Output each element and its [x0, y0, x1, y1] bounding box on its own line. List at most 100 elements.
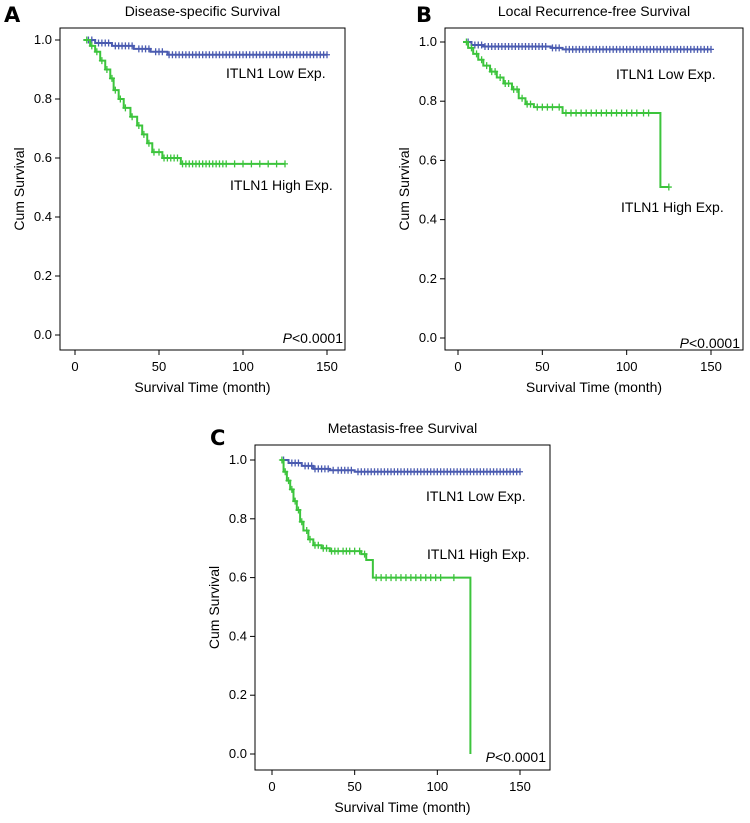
y-tick-label: 0.8 [34, 91, 52, 106]
y-tick-label: 0.6 [419, 152, 437, 167]
x-axis-label: Survival Time (month) [526, 379, 662, 395]
censor-mark [348, 466, 355, 474]
censor-mark [534, 103, 541, 111]
survival-curve [83, 39, 285, 165]
x-tick-label: 0 [71, 359, 78, 374]
censor-mark [640, 109, 647, 117]
survival-curve [280, 459, 520, 473]
censor-mark [618, 109, 625, 117]
censor-mark [645, 109, 652, 117]
curve-label: ITLN1 High Exp. [427, 546, 530, 562]
x-axis-label: Survival Time (month) [334, 799, 470, 815]
censor-mark [240, 160, 246, 168]
p-value-number: <0.0001 [689, 335, 740, 351]
x-tick-label: 50 [535, 359, 549, 374]
censor-mark [356, 547, 363, 555]
series-low-exp [83, 36, 330, 59]
curve-label: ITLN1 Low Exp. [226, 65, 326, 81]
censor-mark [117, 95, 124, 103]
censor-mark [478, 41, 485, 49]
p-value-letter: P [486, 749, 496, 765]
panel-b: B Local Recurrence-free Survival 0 50 100 150… [396, 3, 744, 395]
panel-letter: B [416, 3, 432, 27]
censor-mark [98, 57, 105, 65]
x-tick-label: 100 [426, 779, 448, 794]
censor-mark [527, 100, 534, 108]
censor-mark [273, 160, 280, 168]
censor-mark [231, 160, 238, 168]
censor-mark [542, 42, 549, 50]
censor-mark [140, 130, 147, 138]
y-tick-label: 0.6 [229, 570, 247, 585]
censor-mark [556, 103, 563, 111]
censor-mark [135, 122, 142, 130]
censor-mark [549, 103, 556, 111]
y-tick-label: 0.8 [419, 93, 437, 108]
censor-mark [324, 51, 330, 59]
censor-mark [578, 109, 585, 117]
p-value-number: <0.0001 [292, 330, 343, 346]
y-tick-label: 0.6 [34, 150, 52, 165]
y-tick-label: 0.4 [419, 212, 437, 227]
chart-title: Local Recurrence-free Survival [498, 3, 690, 19]
p-value-letter: P [680, 335, 690, 351]
x-tick-label: 150 [316, 359, 338, 374]
censor-mark [556, 44, 563, 52]
series-low-exp [280, 456, 523, 476]
censor-mark [361, 550, 368, 558]
plot-frame [254, 444, 551, 771]
censor-mark [295, 506, 302, 514]
censor-mark [315, 541, 322, 549]
censor-mark [248, 160, 255, 168]
y-tick-label: 1.0 [419, 34, 437, 49]
censor-mark [282, 468, 289, 476]
x-tick-label: 150 [509, 779, 531, 794]
censor-mark [303, 527, 310, 535]
x-tick-label: 50 [152, 359, 166, 374]
y-axis-label: Cum Survival [206, 566, 222, 649]
censor-mark [145, 45, 152, 53]
censor-mark [505, 79, 512, 87]
curve-label: ITLN1 Low Exp. [616, 66, 716, 82]
p-value-number: <0.0001 [495, 749, 546, 765]
censor-mark [105, 39, 112, 47]
censor-mark [298, 518, 305, 526]
censor-mark [608, 109, 615, 117]
x-tick-label: 50 [347, 779, 361, 794]
panels: A Disease-specific Survival 0 50 100 150 0.0 0.… [4, 3, 744, 815]
censor-mark [598, 109, 605, 117]
chart-title: Disease-specific Survival [125, 3, 281, 19]
x-tick-label: 0 [454, 359, 461, 374]
y-tick-label: 0.4 [229, 628, 247, 643]
censor-mark [623, 109, 630, 117]
censor-mark [437, 574, 444, 582]
plot-frame [59, 27, 346, 351]
censor-mark [93, 48, 100, 56]
censor-mark [562, 109, 569, 117]
censor-mark [665, 183, 672, 191]
censor-mark [159, 48, 166, 56]
censor-mark [83, 36, 90, 44]
censor-mark [492, 68, 499, 76]
censor-mark [278, 456, 285, 464]
censor-mark [295, 459, 302, 467]
y-tick-label: 0.8 [229, 511, 247, 526]
curve-label: ITLN1 High Exp. [230, 177, 333, 193]
p-value: P<0.0001 [283, 330, 344, 346]
censor-mark [544, 103, 551, 111]
censor-mark [603, 109, 610, 117]
censor-mark [463, 38, 470, 46]
censor-mark [583, 109, 590, 117]
x-tick-label: 100 [616, 359, 638, 374]
censor-mark [514, 85, 521, 93]
censor-mark [497, 74, 504, 82]
censor-mark [573, 109, 580, 117]
censor-mark [588, 109, 595, 117]
panel-letter: A [4, 3, 21, 27]
censor-mark [307, 535, 314, 543]
censor-mark [265, 160, 272, 168]
y-tick-label: 0.2 [419, 271, 437, 286]
series-high-exp [83, 36, 288, 168]
y-tick-label: 0.0 [229, 746, 247, 761]
censor-mark [288, 485, 295, 493]
